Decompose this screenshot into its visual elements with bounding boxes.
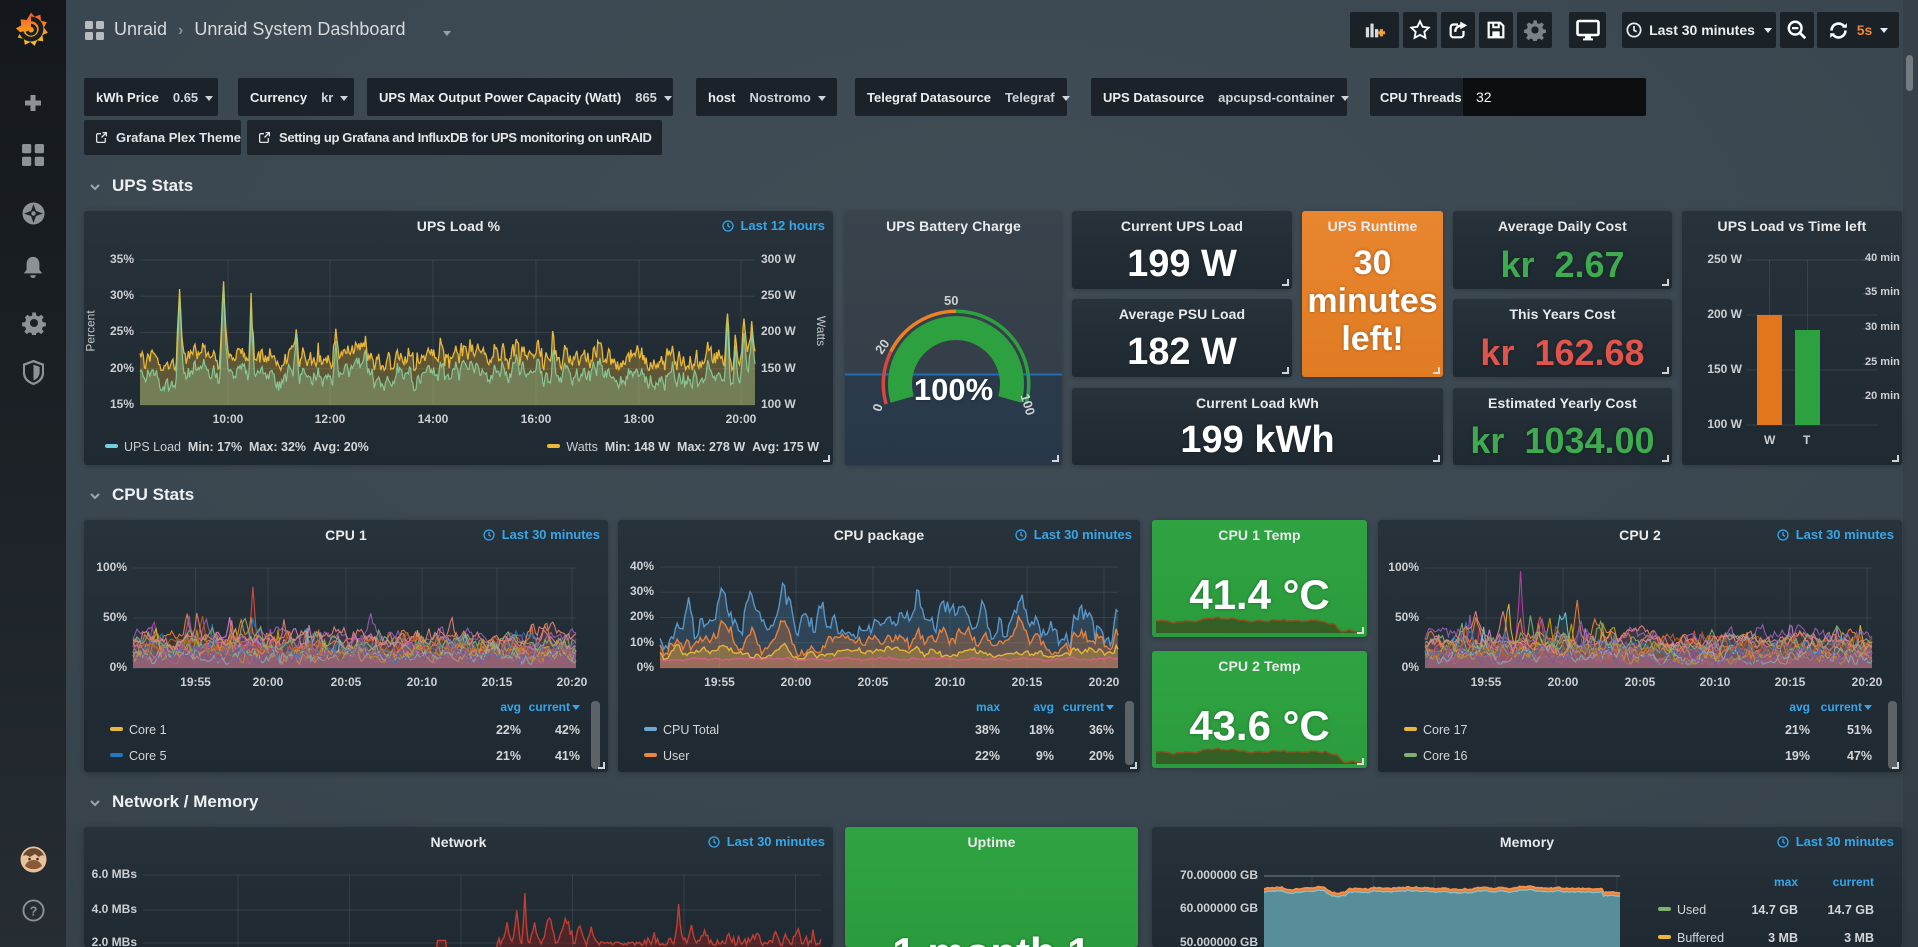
svg-text:?: ?: [30, 904, 38, 918]
